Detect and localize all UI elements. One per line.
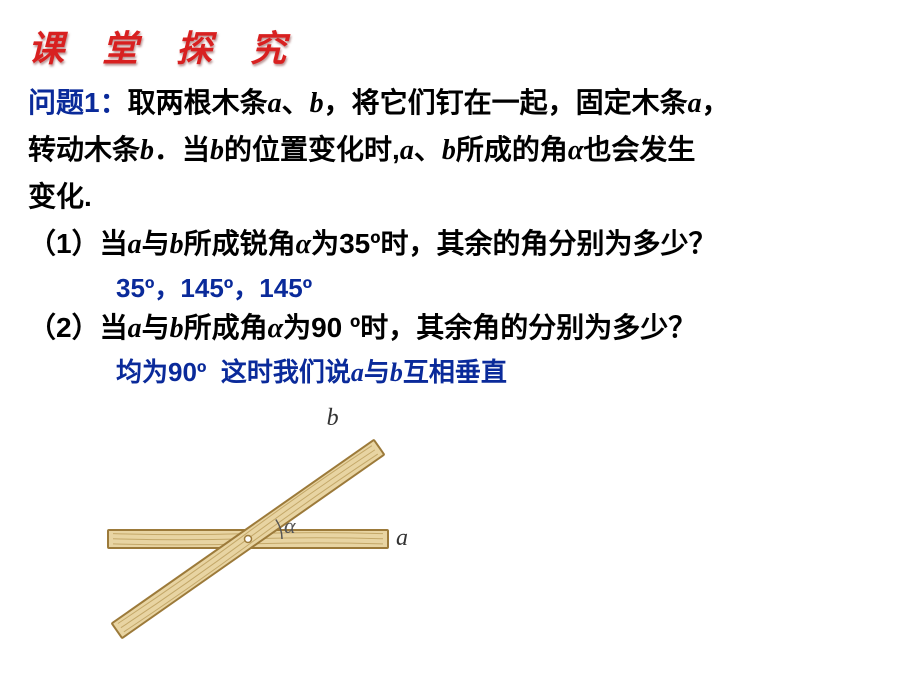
section-title: 课 堂 探 究 [28, 20, 892, 72]
subq-2: （2）当a与b所成角α为90 º时，其余角的分别为多少？ [28, 305, 892, 352]
question-1-line3: 变化. [28, 174, 892, 220]
question-1-line2: 转动木条b．当b的位置变化时,a、b所成的角α也会发生 [28, 127, 892, 174]
diagrams-area: αab αabb [28, 389, 888, 659]
question-1-line1: 问题1：取两根木条a、b，将它们钉在一起，固定木条a， [28, 80, 892, 127]
subq-1: （1）当a与b所成锐角α为35º时，其余的角分别为多少？ [28, 221, 892, 268]
q1-label: 问题1： [28, 87, 128, 118]
svg-text:a: a [396, 525, 408, 551]
svg-text:b: b [327, 405, 339, 431]
svg-text:α: α [284, 513, 296, 538]
answer-1: 35º，145º，145º [28, 268, 892, 305]
diagram-left: α a b [48, 389, 468, 649]
diagram-right: αabb [458, 349, 898, 619]
